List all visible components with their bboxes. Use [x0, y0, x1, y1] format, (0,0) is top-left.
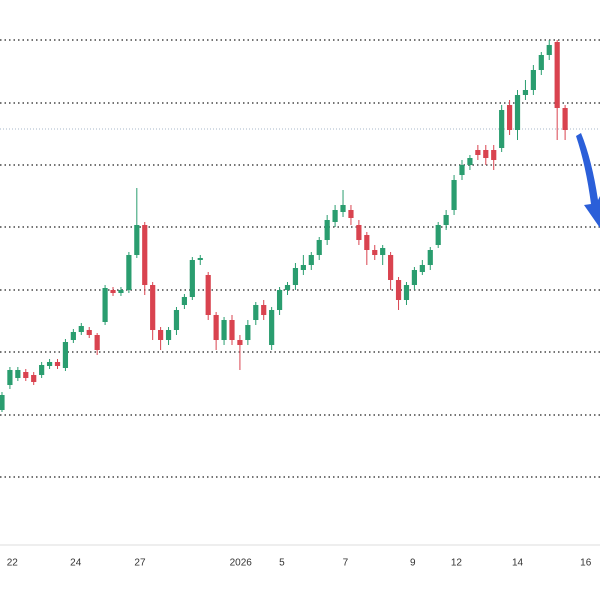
candle-body	[62, 342, 69, 368]
arrow	[576, 133, 600, 228]
candle-body	[340, 205, 346, 212]
candle-body	[269, 310, 275, 345]
candle-body	[411, 270, 418, 285]
candle-body	[70, 332, 76, 340]
candle-body	[31, 375, 37, 382]
candle-body	[554, 42, 560, 108]
x-tick-label: 16	[580, 558, 592, 569]
candle-body	[142, 225, 148, 285]
candle-body	[118, 290, 124, 293]
x-tick-label: 27	[134, 558, 146, 569]
candle-body	[451, 180, 457, 210]
candle-body	[419, 265, 425, 272]
candle-body	[491, 150, 497, 160]
candle-body	[499, 110, 505, 148]
candle-body	[54, 362, 61, 366]
candle-body	[530, 70, 536, 90]
candle-body	[364, 235, 370, 250]
candle-body	[173, 310, 180, 330]
candle-body	[134, 225, 140, 255]
candle-body	[205, 275, 211, 315]
candle-body	[332, 210, 338, 222]
candle-body	[110, 290, 116, 293]
x-tick-label: 2026	[230, 558, 253, 569]
candle-body	[380, 248, 386, 255]
candle-body	[324, 220, 330, 240]
candle-body	[435, 225, 441, 245]
candle-body	[395, 280, 402, 300]
candle-body	[284, 285, 291, 290]
candle-body	[388, 255, 394, 280]
candle-body	[181, 297, 188, 305]
candle-body	[300, 265, 306, 270]
candle-body	[546, 45, 552, 55]
x-tick-label: 9	[410, 558, 416, 569]
candle-body	[348, 210, 354, 218]
candle-body	[245, 325, 251, 340]
candle-body	[165, 330, 172, 340]
candle-body	[0, 395, 5, 410]
candle-body	[213, 315, 219, 340]
candle-body	[308, 255, 314, 265]
candle-body	[467, 158, 473, 165]
candle-body	[102, 288, 108, 322]
candle-body	[15, 370, 21, 378]
candle-body	[443, 215, 449, 225]
candle-body	[522, 90, 529, 95]
candle-body	[221, 320, 227, 340]
candle-body	[316, 240, 322, 255]
candle-body	[197, 258, 203, 260]
x-tick-label: 14	[512, 558, 524, 569]
candle-body	[356, 225, 362, 240]
candle-body	[23, 372, 29, 378]
candle-body	[292, 268, 299, 285]
candle-body	[427, 250, 433, 265]
candle-body	[253, 305, 259, 320]
candle-body	[189, 260, 195, 297]
candle-body	[538, 55, 544, 70]
x-tick-label: 24	[70, 558, 82, 569]
candle-body	[237, 340, 243, 345]
candle-body	[372, 250, 378, 255]
candle-body	[39, 365, 45, 375]
candle-body	[150, 285, 156, 330]
candle-body	[126, 255, 132, 290]
candle-body	[158, 330, 164, 340]
candle-body	[7, 370, 13, 385]
candle-body	[261, 305, 267, 315]
candle-body	[475, 150, 481, 155]
candle-body	[94, 335, 100, 350]
candle-body	[514, 95, 521, 130]
candle-body	[276, 290, 283, 310]
candle-body	[229, 320, 235, 340]
candle-body	[506, 105, 513, 130]
candle-body	[86, 330, 92, 335]
candle-body	[78, 326, 84, 332]
candle-body	[403, 285, 410, 300]
candle-body	[46, 362, 53, 366]
candle-body	[459, 165, 465, 175]
candle-body	[562, 108, 568, 130]
x-tick-label: 22	[7, 558, 19, 569]
x-tick-label: 7	[343, 558, 349, 569]
x-tick-label: 12	[451, 558, 463, 569]
x-tick-label: 5	[279, 558, 285, 569]
candle-body	[483, 150, 489, 158]
